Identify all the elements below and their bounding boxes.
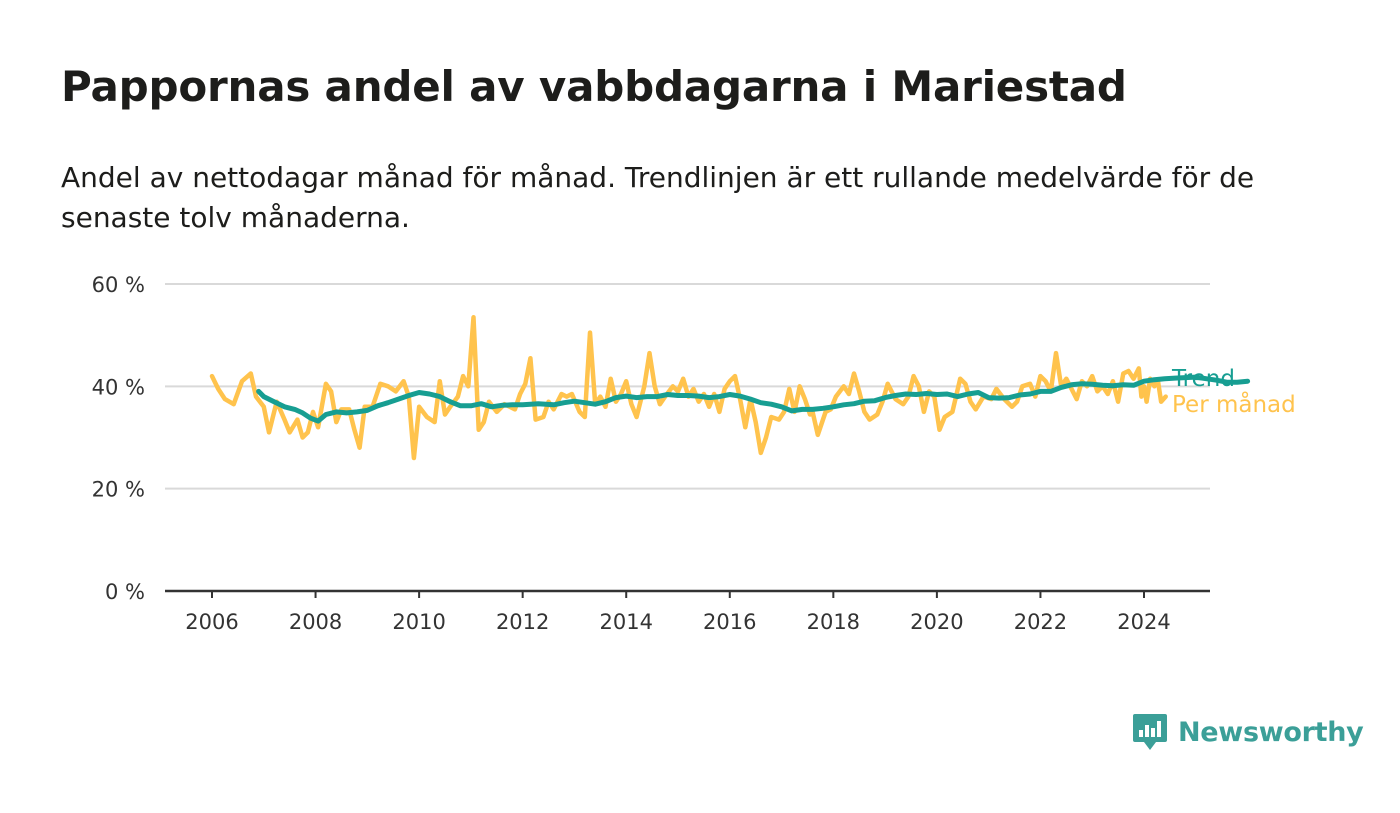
y-tick-label: 20 %: [92, 478, 145, 502]
series-line-per-manad: [209, 315, 1168, 461]
newsworthy-logo[interactable]: Newsworthy: [1132, 712, 1364, 752]
x-tick-label: 2010: [392, 610, 445, 634]
x-tick-label: 2018: [807, 610, 860, 634]
x-tick-label: 2024: [1117, 610, 1170, 634]
brand-name: Newsworthy: [1178, 716, 1364, 748]
x-tick-label: 2022: [1014, 610, 1067, 634]
legend-label-per-manad: Per månad: [1172, 390, 1296, 418]
x-tick-label: 2020: [910, 610, 963, 634]
chart-subtitle: Andel av nettodagar månad för månad. Tre…: [61, 161, 1255, 234]
series-line-trend: [256, 374, 1251, 424]
x-tick-label: 2012: [496, 610, 549, 634]
y-tick-label: 60 %: [92, 273, 145, 297]
chart-title: Pappornas andel av vabbdagarna i Mariest…: [61, 62, 1127, 111]
x-tick-label: 2016: [703, 610, 756, 634]
x-tick-label: 2006: [185, 610, 238, 634]
x-axis: [165, 589, 1210, 598]
y-axis-labels: 0 % 20 % 40 % 60 %: [92, 273, 145, 604]
newsworthy-logo-icon: [1133, 714, 1167, 750]
y-tick-label: 40 %: [92, 375, 145, 399]
legend-label-trend: Trend: [1171, 366, 1235, 392]
x-tick-label: 2014: [599, 610, 652, 634]
series-lines: [209, 315, 1251, 461]
y-tick-label: 0 %: [105, 580, 145, 604]
x-axis-labels: 2006 2008 2010 2012 2014 2016 2018 2020 2022 2024: [185, 610, 1170, 634]
x-tick-label: 2008: [289, 610, 342, 634]
